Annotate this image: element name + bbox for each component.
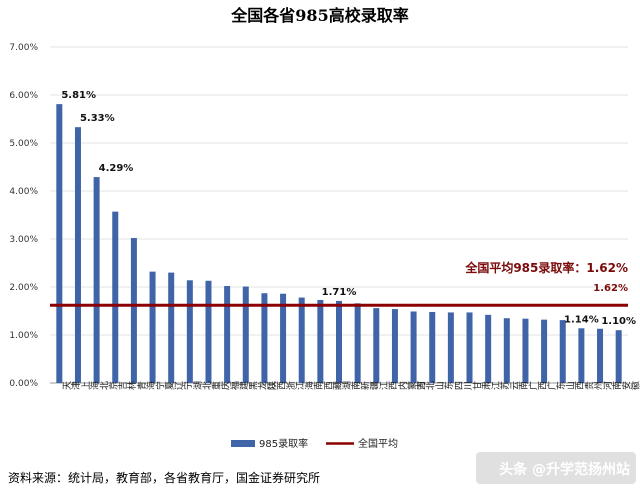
category-label: 陕西 <box>266 382 286 393</box>
category-label: 天津 <box>62 382 81 393</box>
legend-label-average: 全国平均 <box>358 437 398 450</box>
bar <box>168 272 175 383</box>
data-label: 1.71% <box>322 287 357 298</box>
category-label: 重庆 <box>210 382 230 393</box>
data-label: 1.10% <box>601 316 636 327</box>
legend-label-bars: 985录取率 <box>259 437 308 450</box>
bar <box>615 330 622 383</box>
chart-title: 全国各省985高校录取率 <box>230 6 408 25</box>
data-label: 1.14% <box>564 314 599 325</box>
bar <box>205 280 212 383</box>
bar <box>280 293 287 383</box>
bar <box>74 127 81 383</box>
bar <box>541 319 548 383</box>
category-label: 黑龙江 <box>249 382 277 393</box>
category-label: 山西 <box>566 382 585 393</box>
category-label: 浙江 <box>285 382 305 393</box>
bar <box>522 318 529 383</box>
bar <box>298 297 305 383</box>
category-label: 上海 <box>81 382 100 393</box>
source-note: 资料来源：统计局，教育部，各省教育厅，国金证券研究所 <box>8 470 320 485</box>
category-label: 广西 <box>527 382 547 393</box>
y-tick-label: 0.00% <box>9 379 38 389</box>
average-value-label: 1.62% <box>593 283 628 294</box>
category-label: 甘肃 <box>471 382 491 393</box>
category-label: 广东 <box>546 382 565 393</box>
bar <box>112 211 119 383</box>
category-label: 新疆 <box>360 382 380 393</box>
bar <box>224 286 231 383</box>
category-label: 海南 <box>304 382 323 393</box>
bar <box>410 311 417 383</box>
category-label: 云南 <box>510 382 528 393</box>
category-label: 安徽 <box>621 382 640 393</box>
category-label: 青海 <box>136 382 156 393</box>
bar <box>429 311 436 383</box>
category-label: 江苏 <box>491 382 510 393</box>
bar <box>373 308 380 383</box>
bars <box>56 104 622 384</box>
bar <box>559 320 566 383</box>
category-label: 湖北 <box>193 382 212 393</box>
legend-swatch-bars <box>231 440 255 447</box>
bar <box>336 300 342 383</box>
bar <box>391 309 398 383</box>
bar <box>597 328 604 383</box>
gridlines <box>50 46 628 384</box>
bar <box>466 312 473 383</box>
y-axis: 0.00% 1.00% 2.00% 3.00% 4.00% 5.00% 6.00% 7.00% <box>9 43 38 389</box>
watermark: 头条 @升学范扬州站 <box>476 452 636 484</box>
bar <box>354 303 361 383</box>
bar <box>261 293 268 383</box>
bar <box>485 314 492 383</box>
average-annotation: 全国平均985录取率：1.62% <box>464 260 628 275</box>
y-tick-label: 4.00% <box>9 187 38 197</box>
category-label: 西藏 <box>323 382 342 393</box>
bar <box>503 318 510 383</box>
data-labels: 5.81% 5.33% 4.29% 1.71% 1.14% 1.10% <box>61 90 636 327</box>
bar <box>93 177 100 383</box>
data-label: 4.29% <box>99 163 134 174</box>
category-label: 山东 <box>435 382 453 393</box>
category-label: 北京 <box>100 382 119 393</box>
bar <box>186 280 193 383</box>
bar <box>317 299 324 383</box>
bar <box>56 104 63 384</box>
data-label: 5.81% <box>61 90 96 101</box>
y-tick-label: 6.00% <box>9 91 38 101</box>
category-label: 四川 <box>454 382 472 393</box>
y-tick-label: 1.00% <box>9 331 38 341</box>
category-label: 贵州 <box>583 382 602 393</box>
watermark-backdrop <box>476 452 636 484</box>
category-label: 吉林 <box>118 382 137 393</box>
y-tick-label: 7.00% <box>9 43 38 53</box>
category-label: 宁夏 <box>154 382 173 393</box>
bar <box>578 328 585 383</box>
watermark-text: 头条 @升学范扬州站 <box>499 461 630 478</box>
y-tick-label: 3.00% <box>9 235 38 245</box>
bar <box>242 286 249 383</box>
legend: 985录取率 全国平均 <box>231 437 398 450</box>
category-label: 江西 <box>379 382 398 393</box>
category-label: 辽宁 <box>174 382 192 393</box>
bar <box>149 271 156 383</box>
category-label: 湖南 <box>342 382 360 393</box>
bar <box>447 312 454 383</box>
category-label: 福建 <box>229 382 249 393</box>
bar <box>130 238 137 383</box>
category-label: 内蒙古 <box>397 382 426 393</box>
y-tick-label: 5.00% <box>9 139 38 149</box>
y-tick-label: 2.00% <box>9 283 38 293</box>
category-label: 河北 <box>416 382 436 393</box>
category-label: 河南 <box>602 382 621 393</box>
data-label: 5.33% <box>80 113 115 124</box>
